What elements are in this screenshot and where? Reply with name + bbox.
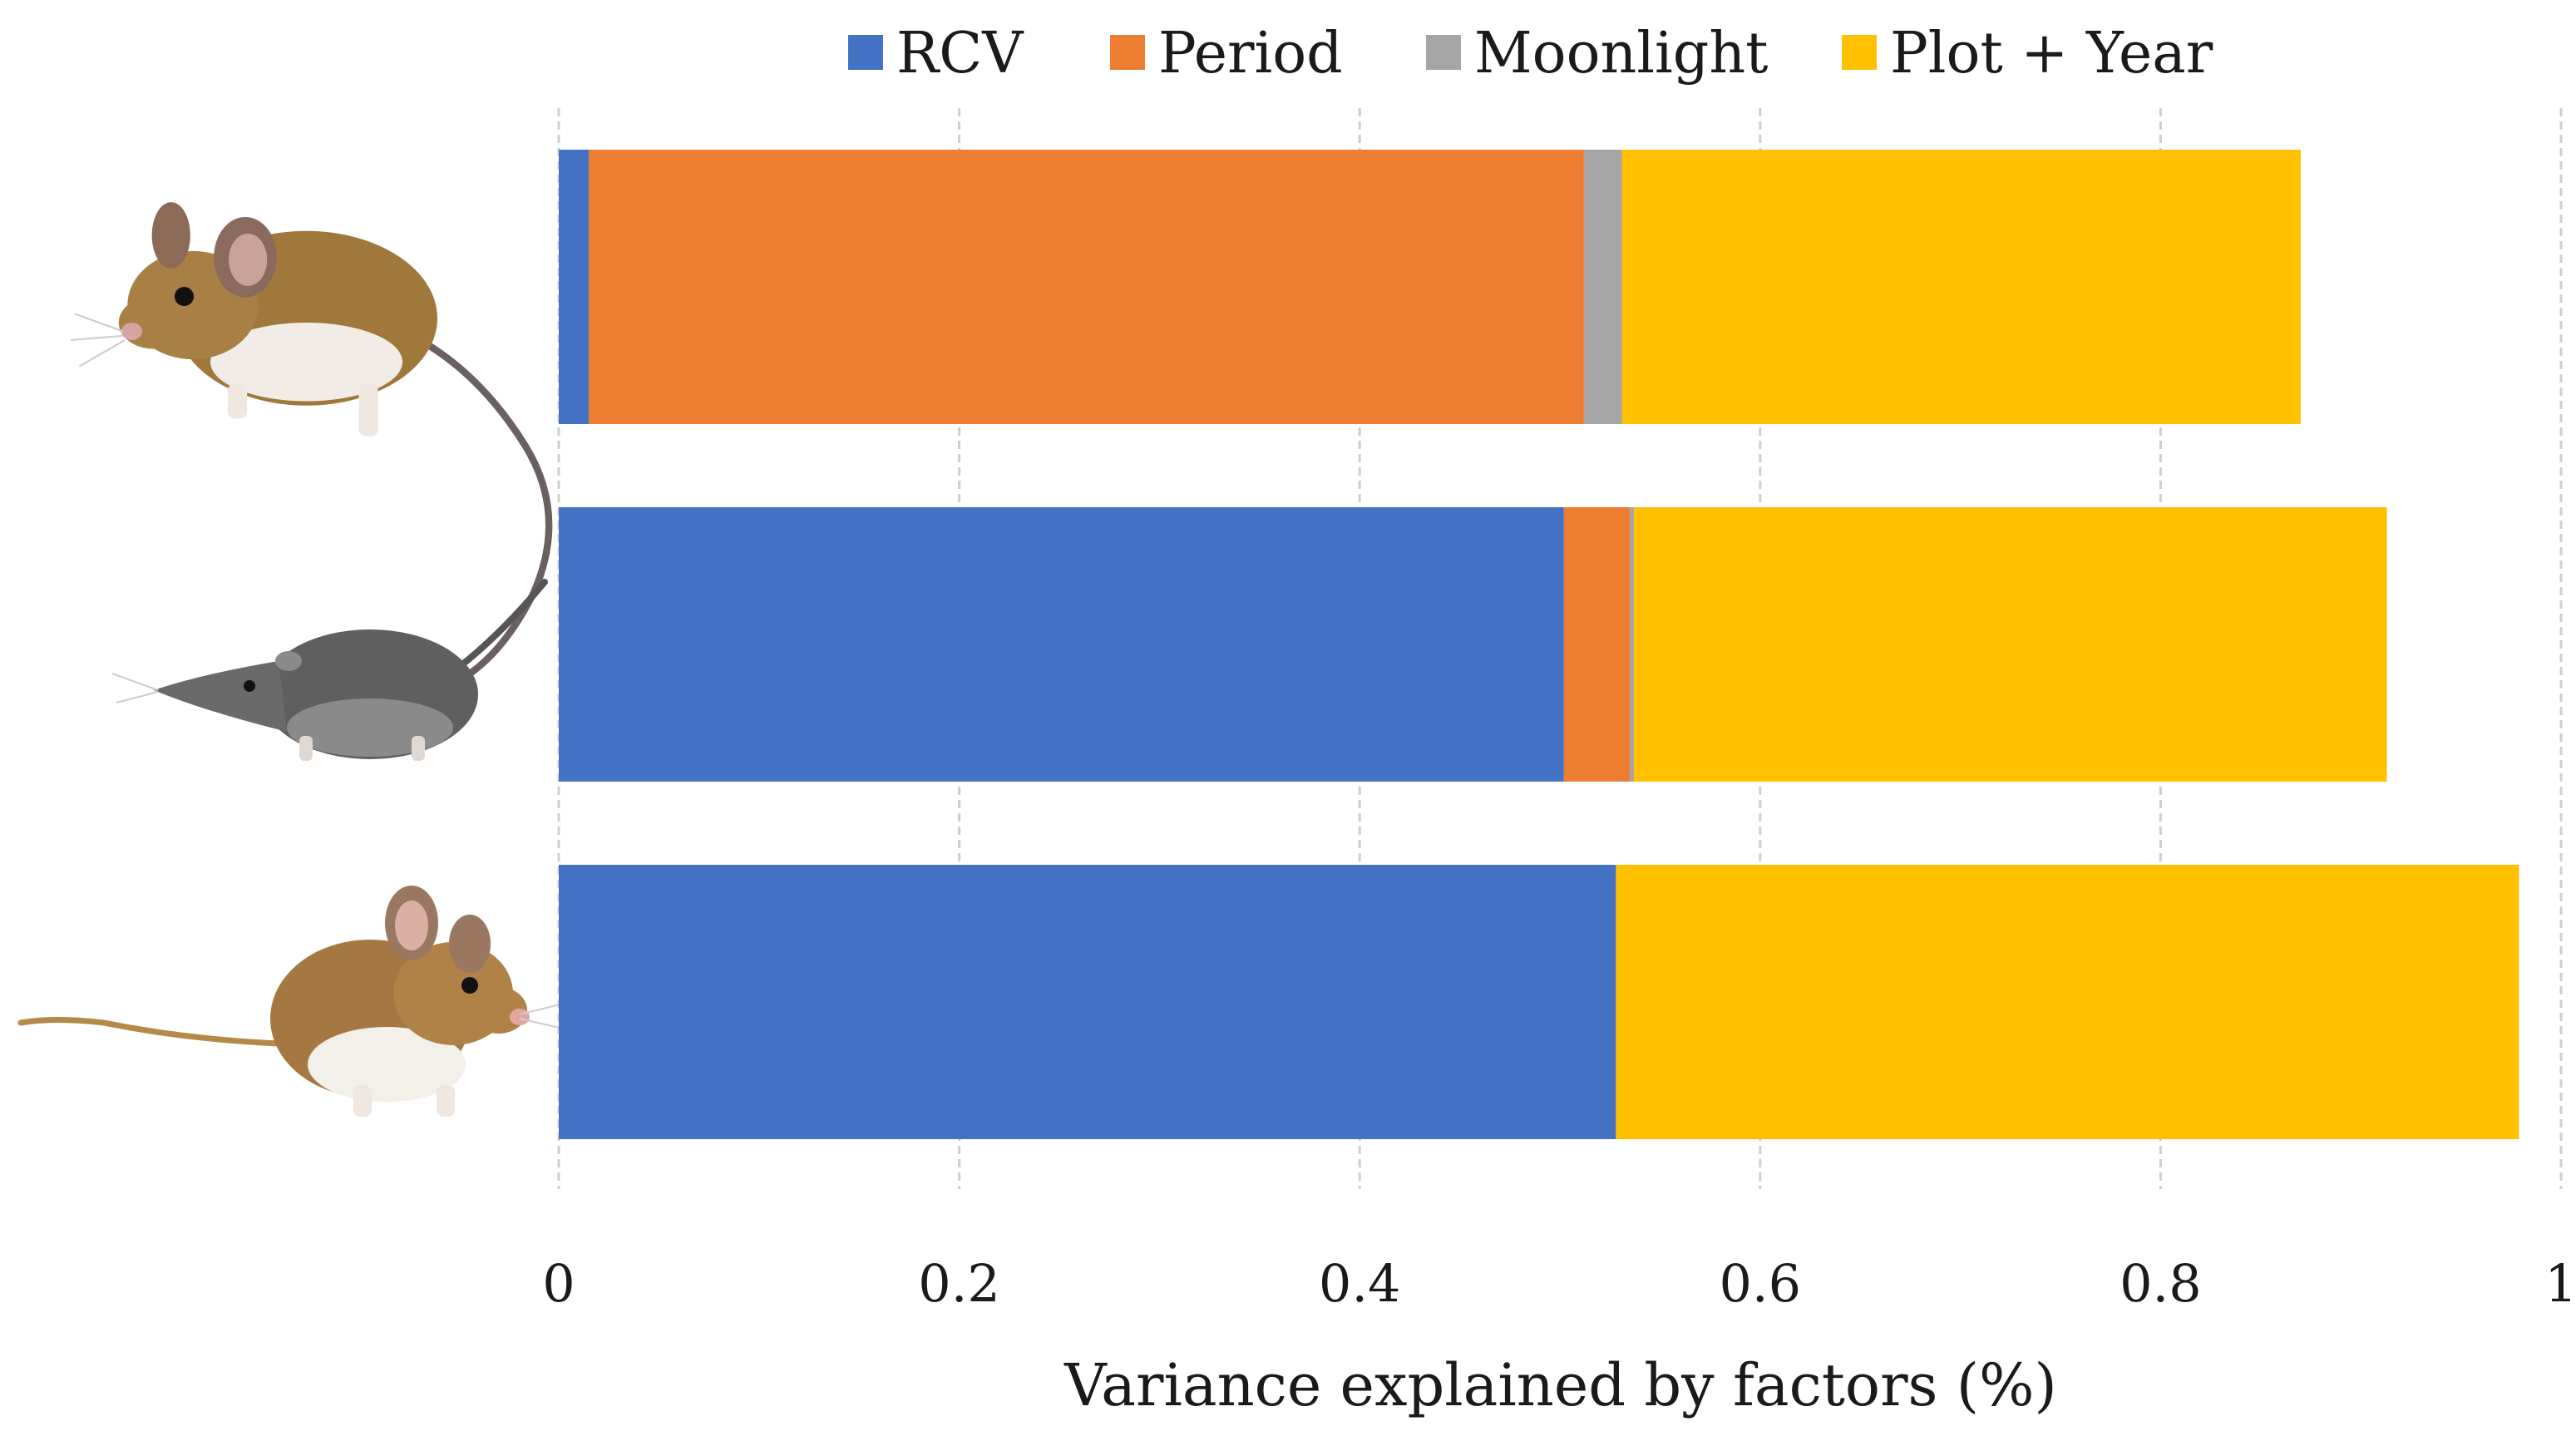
bar-segment-0-plot-year (1621, 150, 2301, 424)
bar-segment-1-plot-year (1634, 507, 2387, 782)
legend-swatch-period (1110, 35, 1145, 70)
legend-item-period: Period (1110, 21, 1343, 86)
legend-label-rcv: RCV (896, 21, 1024, 86)
x-tick-label-4: 0.8 (2120, 1253, 2202, 1314)
legend-item-plot-year: Plot + Year (1842, 21, 2213, 86)
legend: RCV Period Moonlight Plot + Year (848, 21, 2213, 86)
legend-item-moonlight: Moonlight (1426, 21, 1768, 86)
x-tick-label-1: 0.2 (918, 1253, 1000, 1314)
legend-label-period: Period (1158, 21, 1343, 86)
shrew-icon (112, 582, 545, 761)
bar-segment-0-period (589, 150, 1584, 424)
bar-group-0 (559, 150, 2301, 424)
x-tick-label-0: 0 (542, 1253, 575, 1314)
x-tick-label-2: 0.4 (1319, 1253, 1401, 1314)
mouse-icon (71, 202, 549, 672)
legend-item-rcv: RCV (848, 21, 1024, 86)
bar-segment-0-rcv (559, 150, 590, 424)
bar-segment-1-period (1563, 507, 1631, 782)
bar-segment-2-rcv (559, 865, 1616, 1139)
bars (559, 150, 2519, 1139)
bar-group-1 (559, 507, 2387, 782)
x-tick-label-3: 0.6 (1719, 1253, 1801, 1314)
x-tick-label-5: 1 (2544, 1253, 2576, 1314)
bar-segment-1-rcv (559, 507, 1564, 782)
x-axis-title: Variance explained by factors (%) (1063, 1351, 2057, 1419)
species-icons (21, 202, 574, 1117)
bar-segment-0-moonlight (1583, 150, 1622, 424)
bar-group-2 (559, 865, 2519, 1139)
bar-segment-1-moonlight (1630, 507, 1635, 782)
harvest-mouse-icon (21, 886, 574, 1117)
legend-swatch-moonlight (1426, 35, 1461, 70)
legend-swatch-plot-year (1842, 35, 1877, 70)
legend-swatch-rcv (848, 35, 883, 70)
legend-label-moonlight: Moonlight (1474, 21, 1768, 86)
legend-label-plot-year: Plot + Year (1890, 21, 2213, 86)
x-axis-ticks: 0 0.2 0.4 0.6 0.8 1 (542, 1253, 2576, 1314)
bar-segment-2-plot-year (1616, 865, 2519, 1139)
